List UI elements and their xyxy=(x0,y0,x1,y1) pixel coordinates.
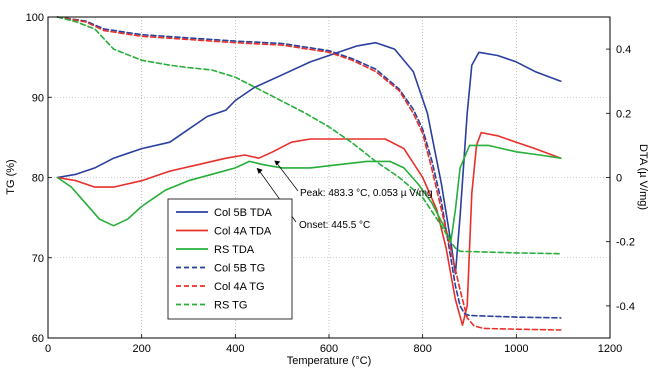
x-tick-label: 800 xyxy=(413,343,431,355)
legend-box xyxy=(167,198,293,320)
annotation-arrowhead-onset xyxy=(256,167,263,174)
series-layer xyxy=(56,16,562,331)
series-line-col-4a-tg xyxy=(56,16,562,331)
y-right-tick-label: 0 xyxy=(616,173,622,185)
legend-label: Col 4A TG xyxy=(214,281,265,293)
y-right-tick-label: 0.2 xyxy=(616,108,631,120)
legend: Col 5B TDA Col 4A TDA RS TDA Col 5B TG Col 4… xyxy=(167,198,293,320)
y-left-tick-label: 70 xyxy=(32,253,44,265)
y-right-tick-label: 0.4 xyxy=(616,44,631,56)
y-left-tick-label: 90 xyxy=(32,92,44,104)
y-left-tick-label: 80 xyxy=(32,173,44,185)
y-right-tick-label: -0.2 xyxy=(616,237,635,249)
y-axis-left-label: TG (%) xyxy=(5,159,17,194)
x-tick-label: 400 xyxy=(226,343,244,355)
x-axis-label: Temperature (°C) xyxy=(287,355,371,367)
series-line-rs-tg xyxy=(56,16,562,255)
legend-label: RS TDA xyxy=(214,244,255,256)
x-tick-label: 200 xyxy=(132,343,150,355)
annotation-onset: Onset: 445.5 °C xyxy=(299,220,370,231)
x-tick-label: 1200 xyxy=(598,343,622,355)
x-tick-label: 1000 xyxy=(504,343,528,355)
annotation-peak: Peak: 483.3 °C, 0.053 µ V/mg xyxy=(300,188,433,199)
legend-label: Col 4A TDA xyxy=(214,226,272,238)
grid-lines xyxy=(48,17,610,338)
series-line-rs-tda xyxy=(56,144,562,243)
tick-layer: 0 200 400 600 800 1000 1200 60 70 80 90 100 -0.4 -0.2… xyxy=(26,12,635,355)
y-left-tick-label: 60 xyxy=(32,333,44,345)
y-left-tick-label: 100 xyxy=(26,12,44,24)
series-line-col-4a-tda xyxy=(56,131,562,327)
annotation-arrow-peak xyxy=(276,162,299,192)
legend-label: RS TG xyxy=(214,300,247,312)
legend-label: Col 5B TDA xyxy=(214,207,273,219)
legend-label: Col 5B TG xyxy=(214,263,265,275)
x-tick-label: 600 xyxy=(320,343,338,355)
x-tick-label: 0 xyxy=(45,343,51,355)
series-line-col-5b-tda xyxy=(56,41,562,275)
y-axis-right-label: DTA (µ V/mg) xyxy=(637,144,649,210)
annotation-arrowhead-peak xyxy=(274,160,281,166)
y-right-tick-label: -0.4 xyxy=(616,301,635,313)
